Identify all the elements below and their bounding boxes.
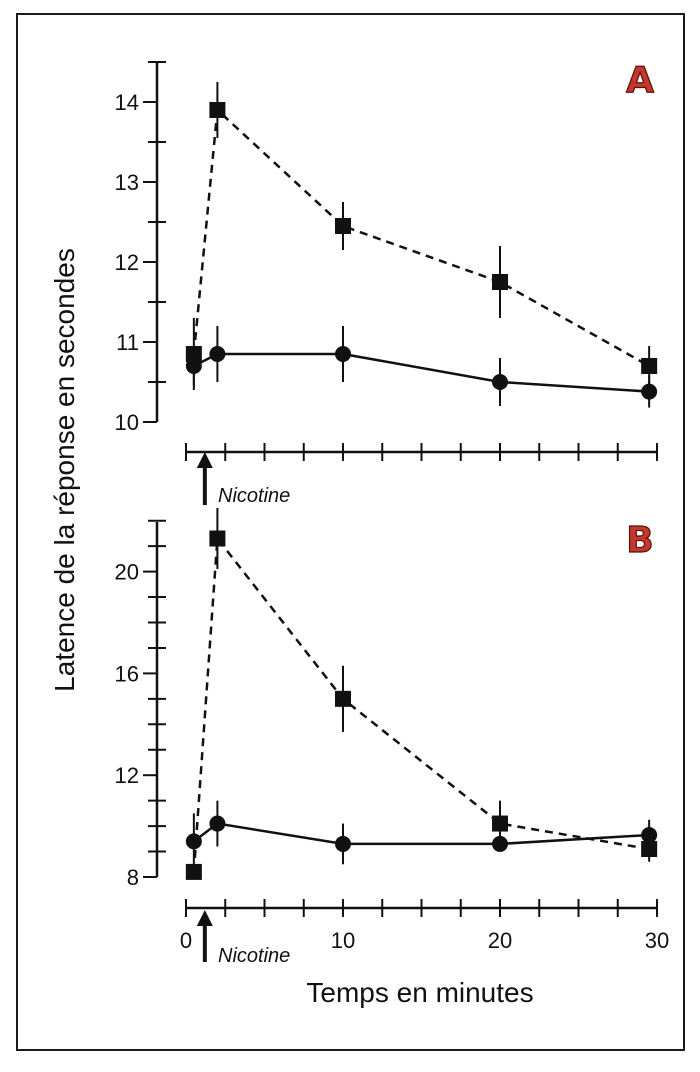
x-tick-label: 0 [180,928,192,953]
square-marker [335,218,351,234]
circle-marker [335,346,351,362]
square-marker [185,863,202,880]
square-marker [492,815,508,832]
circle-marker [209,346,226,362]
y-tick-label: 12 [115,250,139,275]
nicotine-label: Nicotine [218,945,290,967]
x-tick-label: 30 [645,928,669,953]
nicotine-arrow-head [196,452,213,468]
circle-marker [641,383,658,400]
panel-a: 10 11 12 13 14 A Nicotine [115,59,658,507]
x-axis-title: Temps en minutes [306,977,533,1008]
y-tick-label: 20 [115,560,139,585]
square-marker [335,690,351,707]
y-axis-title: Latence de la réponse en secondes [49,248,80,692]
y-tick-label: 8 [127,865,139,890]
panel-b: 8 12 16 20 0 10 20 30 B Nicotine [115,507,669,967]
series-line-circles-solid [193,822,650,846]
circle-marker [185,833,202,850]
square-marker [209,530,226,547]
series-line-circles-solid [193,352,650,393]
series-line-squares-dashed [192,535,650,872]
y-tick-label: 13 [115,170,139,195]
square-marker [492,274,508,290]
y-tick-label: 10 [115,410,139,435]
circle-marker [492,835,508,852]
nicotine-label: Nicotine [218,485,290,507]
y-tick-label: 14 [115,90,139,115]
x-tick-label: 10 [331,928,355,953]
square-marker [641,358,658,374]
x-tick-label: 20 [488,928,512,953]
y-tick-label: 12 [115,763,139,788]
panel-label: A [626,60,654,101]
square-marker [209,102,226,118]
circle-marker [335,835,351,852]
series-line-squares-dashed [192,107,650,368]
panel-label: B [626,520,653,561]
y-tick-label: 11 [116,330,139,355]
figure-frame [16,13,685,1051]
circle-marker [209,815,226,832]
nicotine-arrow-head [196,910,213,926]
circle-marker [492,374,508,390]
circle-marker [641,827,658,844]
circle-marker [185,358,202,374]
y-tick-label: 16 [115,661,139,686]
